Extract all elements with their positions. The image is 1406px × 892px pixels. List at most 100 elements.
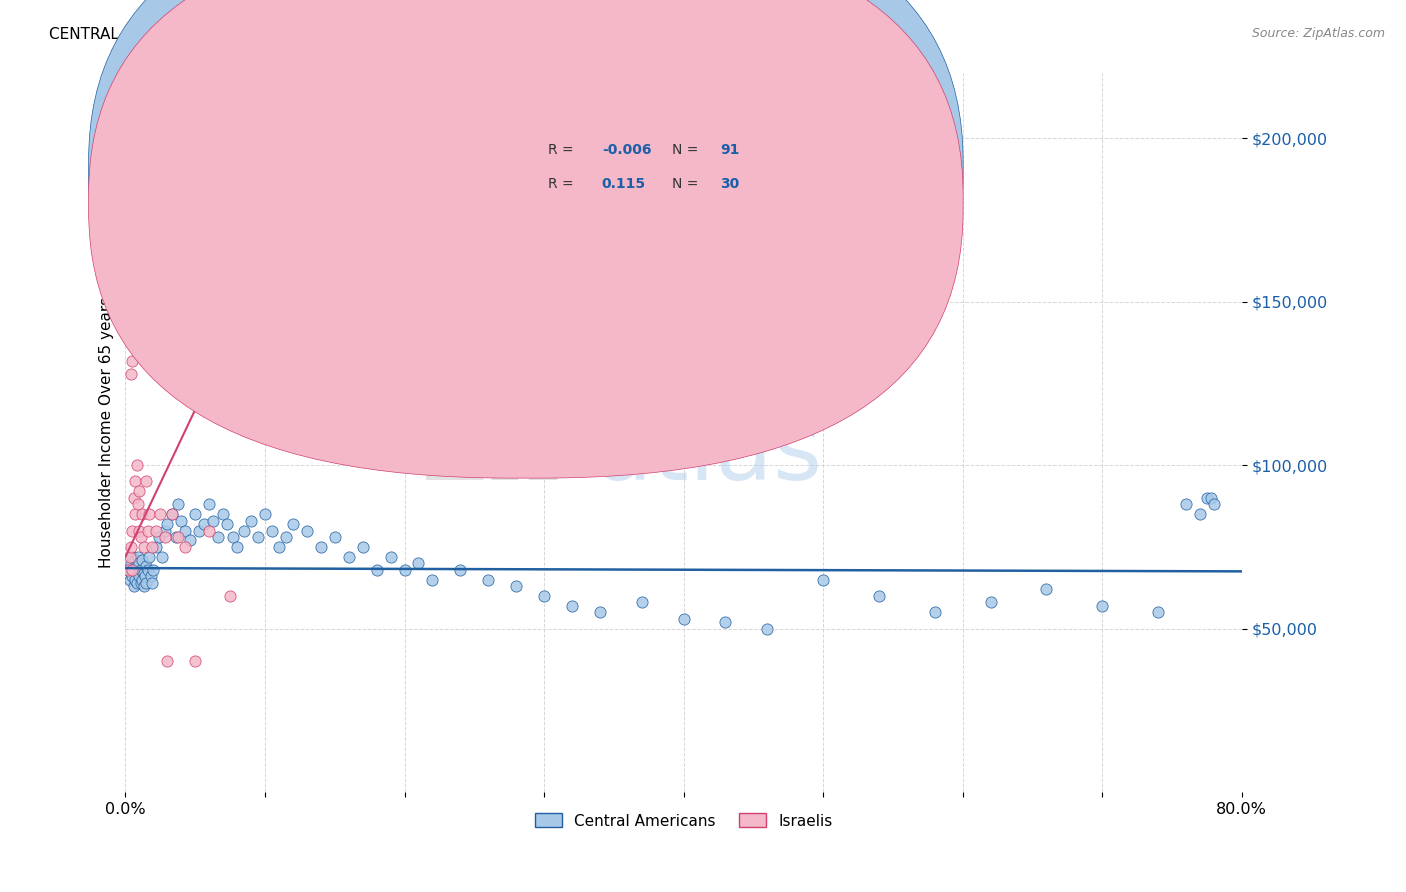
Point <box>352 540 374 554</box>
Point <box>714 615 737 629</box>
Point <box>122 491 145 505</box>
Point <box>149 507 172 521</box>
Text: 0.115: 0.115 <box>602 177 645 191</box>
Point <box>129 563 152 577</box>
Point <box>128 484 150 499</box>
Point <box>136 563 159 577</box>
Point <box>156 516 179 531</box>
Point <box>138 549 160 564</box>
Point <box>477 573 499 587</box>
Point <box>134 569 156 583</box>
Point <box>267 540 290 554</box>
Point <box>148 530 170 544</box>
Point <box>247 530 270 544</box>
Point <box>129 575 152 590</box>
Point <box>260 524 283 538</box>
Point <box>131 507 153 521</box>
Point <box>121 569 143 583</box>
Text: N =: N = <box>672 143 703 157</box>
Point <box>630 595 652 609</box>
Point <box>135 575 157 590</box>
Text: 91: 91 <box>720 143 740 157</box>
Text: CENTRAL AMERICAN VS ISRAELI HOUSEHOLDER INCOME OVER 65 YEARS CORRELATION CHART: CENTRAL AMERICAN VS ISRAELI HOUSEHOLDER … <box>49 27 778 42</box>
Point <box>118 549 141 564</box>
Point <box>118 573 141 587</box>
Point <box>124 573 146 587</box>
Point <box>120 540 142 554</box>
Point <box>505 579 527 593</box>
Point <box>337 549 360 564</box>
Y-axis label: Householder Income Over 65 years: Householder Income Over 65 years <box>100 297 114 568</box>
Point <box>142 563 165 577</box>
Point <box>267 278 290 293</box>
Point <box>219 589 242 603</box>
Point <box>128 524 150 538</box>
Text: 30: 30 <box>720 177 740 191</box>
Point <box>980 595 1002 609</box>
Point <box>217 516 239 531</box>
Point <box>132 566 155 580</box>
Point <box>1195 491 1218 505</box>
Point <box>924 605 946 619</box>
Point <box>240 229 263 244</box>
Point <box>274 530 297 544</box>
Point <box>366 563 388 577</box>
Point <box>380 549 402 564</box>
Point <box>120 566 142 580</box>
Point <box>141 575 163 590</box>
Point <box>127 566 149 580</box>
Point <box>1188 507 1211 521</box>
Point <box>121 549 143 564</box>
Text: Source: ZipAtlas.com: Source: ZipAtlas.com <box>1251 27 1385 40</box>
Point <box>125 559 148 574</box>
Point <box>811 573 834 587</box>
Point <box>1202 497 1225 511</box>
Point <box>188 524 211 538</box>
Point <box>165 530 187 544</box>
Point <box>533 589 555 603</box>
Point <box>222 530 245 544</box>
Point <box>422 573 444 587</box>
Point <box>153 524 176 538</box>
Point <box>167 530 190 544</box>
Point <box>131 573 153 587</box>
Point <box>207 530 229 544</box>
Point <box>233 524 256 538</box>
Text: R =: R = <box>548 143 578 157</box>
Point <box>132 579 155 593</box>
Point <box>141 540 163 554</box>
Point <box>145 524 167 538</box>
Point <box>240 514 263 528</box>
Point <box>174 540 197 554</box>
Text: R =: R = <box>548 177 578 191</box>
Point <box>153 530 176 544</box>
Point <box>868 589 890 603</box>
Point <box>132 540 155 554</box>
Point <box>122 563 145 577</box>
Point <box>1174 497 1197 511</box>
Point <box>131 553 153 567</box>
Point <box>394 563 416 577</box>
Point <box>589 605 612 619</box>
Point <box>135 559 157 574</box>
Point <box>139 569 162 583</box>
Point <box>118 229 141 244</box>
Point <box>129 530 152 544</box>
Point <box>184 654 207 668</box>
Point <box>121 524 143 538</box>
Point <box>193 516 215 531</box>
Point <box>125 458 148 472</box>
Point <box>120 556 142 570</box>
Point <box>561 599 583 613</box>
Point <box>127 497 149 511</box>
Point <box>184 507 207 521</box>
Text: N =: N = <box>672 177 703 191</box>
Point <box>1199 491 1222 505</box>
Point <box>128 556 150 570</box>
Point <box>160 507 183 521</box>
Point <box>120 367 142 381</box>
Point <box>179 533 201 548</box>
Point <box>167 497 190 511</box>
Point <box>150 549 173 564</box>
Point <box>117 563 139 577</box>
